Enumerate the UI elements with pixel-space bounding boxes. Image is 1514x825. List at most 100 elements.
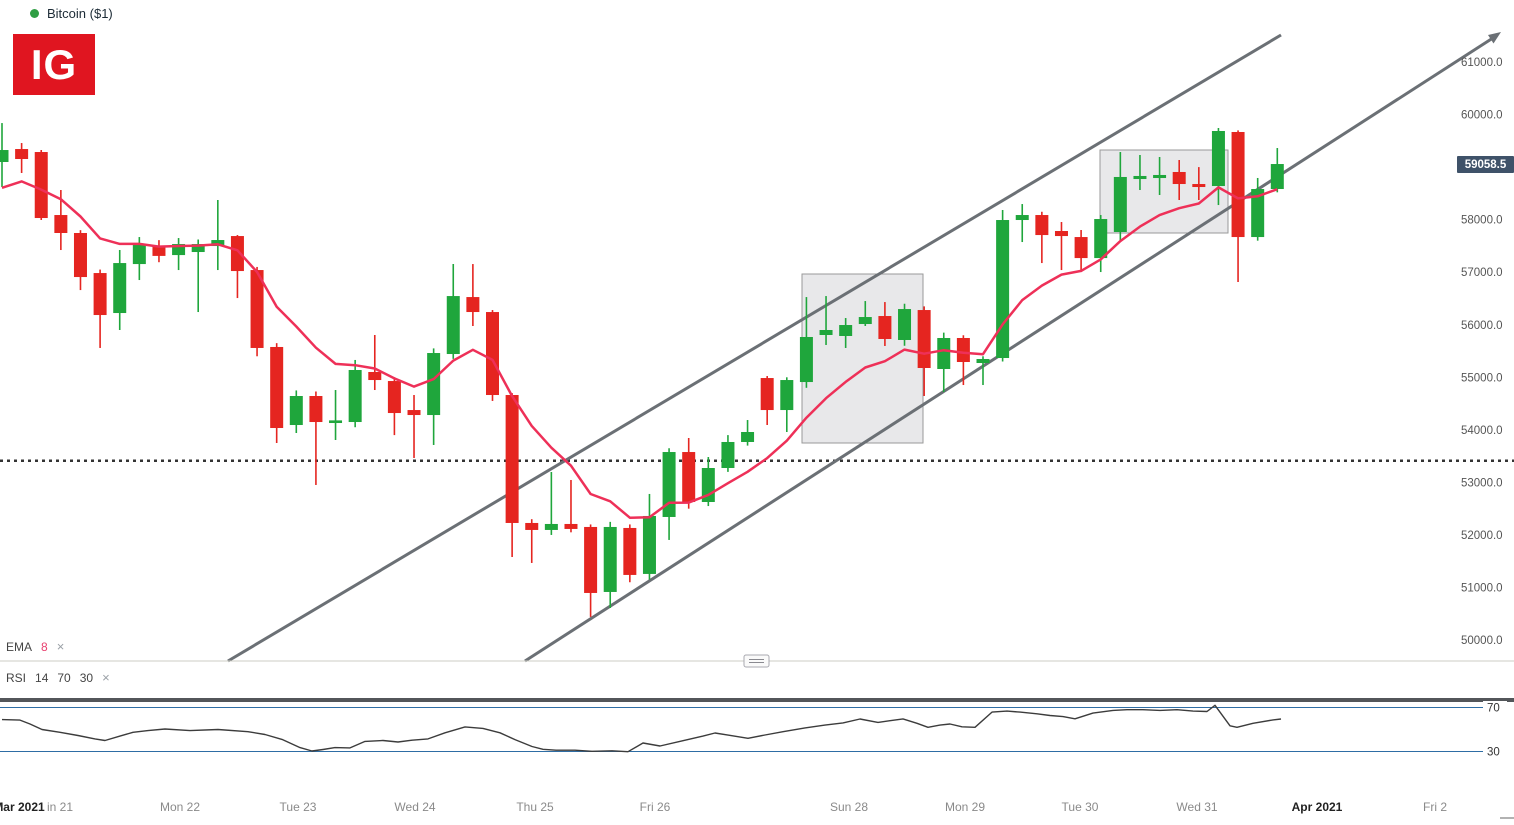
candle-body	[289, 396, 303, 426]
candle-body	[623, 527, 637, 575]
candle-body	[878, 316, 892, 339]
y-axis-tick: 58000.0	[1461, 215, 1503, 227]
y-axis-tick: 53000.0	[1461, 477, 1503, 489]
ema-line	[1, 180, 1278, 519]
candle-body	[819, 330, 833, 335]
candle-body	[446, 296, 460, 355]
candle-body	[1035, 215, 1049, 236]
ema-close-icon[interactable]: ×	[56, 639, 65, 654]
candle-body	[113, 263, 127, 314]
current-price-badge: 59058.5	[1457, 156, 1514, 173]
candle-body	[1231, 131, 1245, 238]
candle-body	[270, 346, 284, 429]
rsi-level-label-bg	[1483, 701, 1507, 714]
candle-body	[544, 523, 558, 530]
y-axis-tick: 57000.0	[1461, 267, 1503, 279]
y-axis-tick: 55000.0	[1461, 372, 1503, 384]
y-axis-tick: 54000.0	[1461, 425, 1503, 437]
candle-body	[54, 215, 68, 233]
y-axis-tick: 52000.0	[1461, 530, 1503, 542]
candle-body	[564, 523, 578, 529]
candle-body	[662, 452, 676, 517]
ema-period: 8	[41, 639, 48, 654]
candle-body	[1074, 237, 1088, 259]
rsi-level-label-bg	[1483, 745, 1507, 758]
candles-layer	[0, 123, 1284, 617]
candle-body	[250, 270, 264, 348]
trend-channel-line[interactable]	[227, 33, 1282, 663]
y-axis-tick: 50000.0	[1461, 635, 1503, 647]
rsi-level-label: 30	[1487, 747, 1500, 759]
x-axis-tick: Fri 26	[640, 800, 671, 814]
candle-body	[387, 381, 401, 414]
candle-body	[309, 396, 323, 423]
candle-body	[642, 515, 656, 574]
x-axis-tick: Tue 23	[280, 800, 317, 814]
candle-body	[329, 420, 343, 424]
x-axis-tick: Tue 30	[1062, 800, 1099, 814]
candle-body	[937, 337, 951, 369]
candle-body	[505, 395, 519, 523]
candle-body	[603, 526, 617, 592]
x-axis-tick: Sun 28	[830, 800, 868, 814]
x-axis-tick: Fri 2	[1423, 800, 1447, 814]
candle-body	[996, 220, 1010, 359]
candle-body	[15, 149, 29, 160]
candle-body	[172, 244, 186, 256]
x-axis-tick: Thu 25	[516, 800, 554, 814]
x-axis-tick: Apr 2021	[1292, 800, 1343, 814]
pane-divider-handle[interactable]	[743, 654, 770, 668]
instrument-name: Bitcoin ($1)	[47, 6, 113, 21]
rsi-period: 14	[35, 670, 49, 685]
trend-channel-line[interactable]	[524, 34, 1497, 663]
candle-body	[1015, 215, 1029, 221]
candle-body	[780, 380, 794, 411]
candle-body	[1211, 130, 1225, 187]
candle-body	[1094, 219, 1108, 259]
candle-body	[1153, 174, 1167, 179]
instrument-status-dot	[30, 9, 39, 18]
candle-body	[525, 522, 539, 530]
candle-body	[230, 236, 244, 272]
ema-indicator-label: EMA 8 ×	[6, 639, 64, 654]
candle-body	[407, 410, 421, 416]
candle-body	[917, 310, 931, 368]
candle-body	[1251, 189, 1265, 238]
candle-body	[93, 273, 107, 316]
x-axis-tick: Mon 22	[160, 800, 200, 814]
candle-body	[211, 240, 225, 247]
candle-body	[760, 378, 774, 411]
candle-body	[898, 309, 912, 340]
candle-body	[348, 369, 362, 423]
candle-body	[132, 244, 146, 265]
candle-body	[721, 441, 735, 469]
rsi-level-label: 70	[1487, 703, 1500, 715]
candle-body	[858, 317, 872, 325]
candle-body	[799, 336, 813, 383]
candle-body	[1054, 231, 1068, 237]
y-axis-tick: 51000.0	[1461, 583, 1503, 595]
candle-body	[486, 312, 499, 396]
candle-body	[191, 244, 205, 253]
rsi-name: RSI	[6, 670, 27, 685]
candle-body	[976, 359, 990, 364]
candle-body	[741, 432, 755, 442]
x-axis-tick: Mon 29	[945, 800, 985, 814]
candle-body	[839, 325, 853, 336]
candle-body	[1192, 184, 1206, 188]
x-axis-tick: Wed 24	[394, 800, 435, 814]
rsi-upper-level: 70	[57, 670, 71, 685]
trendline-arrowhead	[1488, 32, 1501, 44]
x-axis-tick: in 21	[47, 800, 73, 814]
ema-name: EMA	[6, 639, 33, 654]
candle-body	[1113, 176, 1127, 232]
rsi-close-icon[interactable]: ×	[102, 670, 110, 685]
candle-body	[0, 150, 9, 163]
candle-body	[466, 297, 480, 313]
y-axis-tick: 60000.0	[1461, 110, 1503, 122]
candle-body	[152, 246, 166, 256]
candle-body	[73, 232, 87, 278]
highlight-zone	[801, 273, 924, 444]
x-axis-tick: Mar 2021	[0, 800, 45, 814]
